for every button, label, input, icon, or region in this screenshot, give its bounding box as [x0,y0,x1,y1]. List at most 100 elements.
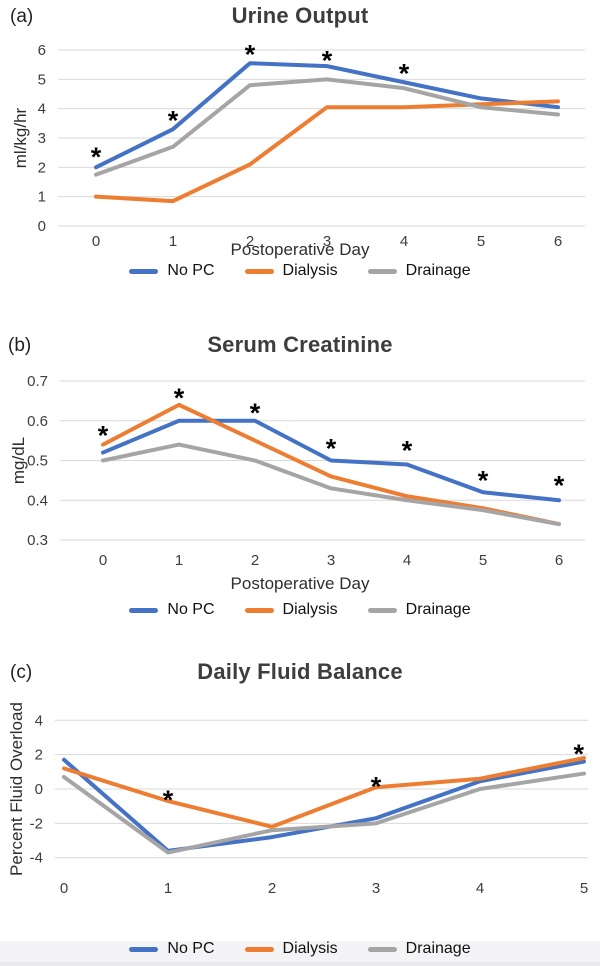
panel-tag-a: (a) [10,6,34,27]
svg-text:*: * [245,40,256,70]
legend-a: No PC Dialysis Drainage [0,262,600,280]
legend-label: Dialysis [282,262,338,279]
legend-label: Drainage [405,262,471,279]
legend-label: No PC [167,262,215,279]
svg-text:*: * [163,785,174,815]
svg-text:3: 3 [372,880,380,897]
svg-text:1: 1 [175,552,183,569]
svg-text:0.6: 0.6 [27,413,48,430]
svg-text:-2: -2 [30,815,43,832]
legend-marker-dialysis [244,946,274,952]
legend-marker-drainage [367,268,397,274]
svg-text:*: * [402,436,413,466]
svg-text:4: 4 [35,712,43,729]
svg-text:0.4: 0.4 [27,492,48,509]
svg-text:*: * [168,106,179,136]
legend-label: Drainage [405,601,471,618]
svg-text:2: 2 [246,233,254,250]
legend-item: Drainage [367,601,471,619]
svg-text:6: 6 [554,233,562,250]
panel-tag-b: (b) [8,335,32,356]
legend-item: Drainage [367,940,471,958]
legend-marker-no-pc [129,946,159,952]
legend-item: Dialysis [244,940,338,958]
svg-text:0.3: 0.3 [27,532,48,549]
svg-text:4: 4 [38,101,46,118]
svg-text:5: 5 [38,71,46,88]
legend-b: No PC Dialysis Drainage [0,601,600,619]
legend-item: Dialysis [244,262,338,280]
serum-creatinine-plot: 0.7 0.6 0.5 0.4 0.3 0 1 2 3 4 5 6 * * * * * * * mg/dL [9,373,585,569]
svg-text:1: 1 [169,233,177,250]
legend-marker-drainage [367,946,397,952]
svg-text:Percent Fluid Overload: Percent Fluid Overload [7,702,26,876]
svg-text:*: * [371,771,382,801]
urine-output-plot: 0 1 2 3 4 5 6 0 1 2 3 4 5 6 * * * * * ml/kg/hr [11,40,585,250]
legend-c: No PC Dialysis Drainage [0,940,600,958]
svg-text:*: * [326,434,337,464]
legend-item: No PC [129,262,215,280]
svg-text:*: * [399,59,410,89]
svg-text:-4: -4 [30,850,43,867]
svg-text:*: * [478,465,489,495]
legend-item: Dialysis [244,601,338,619]
svg-text:4: 4 [403,552,411,569]
legend-marker-dialysis [244,607,274,613]
footer-background-strip [0,941,600,966]
svg-text:4: 4 [400,233,408,250]
chart-title-urine-output: Urine Output [231,3,369,28]
svg-text:4: 4 [476,880,484,897]
chart-title-daily-fluid-balance: Daily Fluid Balance [197,659,403,684]
svg-text:*: * [174,383,185,413]
legend-label: Dialysis [282,601,338,618]
legend-marker-drainage [367,607,397,613]
panel-urine-output: (a) Urine Output 0 1 2 3 4 5 6 0 1 2 3 4 5 6 * * * * * ml/k… [0,0,600,300]
chart-title-serum-creatinine: Serum Creatinine [207,332,393,357]
svg-text:*: * [91,142,102,172]
svg-text:3: 3 [323,233,331,250]
svg-text:*: * [98,420,109,450]
svg-text:0.5: 0.5 [27,453,48,470]
svg-text:*: * [322,45,333,75]
legend-item: No PC [129,601,215,619]
footer-bottom-edge [0,962,600,966]
svg-text:5: 5 [479,552,487,569]
svg-text:6: 6 [555,552,563,569]
svg-text:ml/kg/hr: ml/kg/hr [11,107,30,168]
svg-text:3: 3 [38,130,46,147]
svg-text:2: 2 [268,880,276,897]
legend-marker-no-pc [129,607,159,613]
panel-tag-c: (c) [10,662,33,683]
legend-marker-dialysis [244,268,274,274]
svg-text:0.7: 0.7 [27,373,48,390]
svg-text:2: 2 [251,552,259,569]
svg-text:mg/dL: mg/dL [9,437,28,484]
svg-text:5: 5 [580,880,588,897]
svg-text:2: 2 [35,747,43,764]
legend-label: No PC [167,601,215,618]
svg-text:2: 2 [38,159,46,176]
svg-text:*: * [250,398,261,428]
svg-text:0: 0 [99,552,107,569]
svg-text:5: 5 [477,233,485,250]
panel-serum-creatinine: (b) Serum Creatinine 0.7 0.6 0.5 0.4 0.3 0 1 2 3… [0,320,600,650]
legend-label: No PC [167,940,215,957]
svg-text:0: 0 [60,880,68,897]
svg-text:6: 6 [38,42,46,59]
daily-fluid-balance-plot: 4 2 0 -2 -4 0 1 2 3 4 5 * * * Percent Fluid Overload [7,702,588,897]
svg-text:1: 1 [164,880,172,897]
svg-text:*: * [554,471,565,501]
svg-text:3: 3 [327,552,335,569]
svg-text:*: * [574,739,585,769]
legend-label: Dialysis [282,940,338,957]
legend-label: Drainage [405,940,471,957]
legend-item: Drainage [367,262,471,280]
legend-item: No PC [129,940,215,958]
x-axis-title-a: Postoperative Day [230,240,370,259]
svg-text:0: 0 [92,233,100,250]
x-axis-title-b: Postoperative Day [230,574,370,593]
svg-text:0: 0 [35,781,43,798]
svg-text:1: 1 [38,189,46,206]
legend-marker-no-pc [129,268,159,274]
svg-text:0: 0 [38,218,46,235]
